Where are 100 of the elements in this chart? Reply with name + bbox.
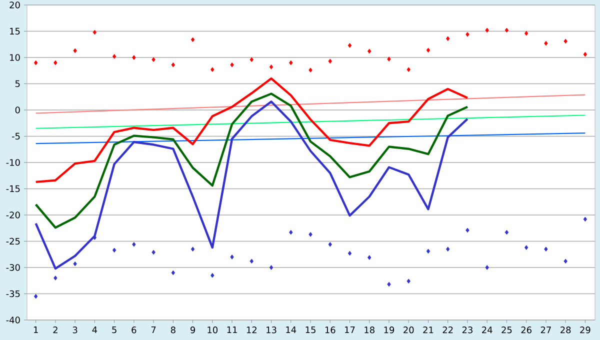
point [269,64,274,70]
point [92,30,97,35]
x-tick-label: 29 [580,326,590,334]
point [406,67,410,72]
x-tick-label: 18 [364,326,374,334]
point [308,232,312,237]
x-tick-label: 24 [482,326,492,334]
point [348,43,352,48]
point [426,48,430,53]
point [289,60,293,66]
y-tick-label: -25 [6,238,20,245]
point [426,248,430,254]
line-series [34,92,469,229]
point [387,282,391,287]
point [368,255,372,260]
y-tick-label: 10 [10,54,20,61]
point [152,57,156,62]
x-tick-label: 26 [521,326,532,334]
x-tick-label: 21 [423,326,434,334]
point [54,60,58,66]
point [504,28,509,33]
point [34,294,38,299]
point [524,30,528,36]
y-tick-label: -30 [6,264,20,271]
point [446,36,450,41]
point [171,270,176,276]
x-tick-label: 5 [112,326,116,334]
point [132,55,136,60]
point [171,62,176,68]
x-tick-label: 8 [170,326,176,334]
y-tick-label: -5 [12,132,20,140]
point [583,216,588,222]
y-tick-label: 20 [10,2,20,8]
point [190,246,195,252]
point [583,52,588,57]
point [190,37,195,42]
point [406,278,410,284]
x-tick-label: 12 [246,326,256,334]
x-tick-label: 16 [325,326,336,334]
y-tick-label: -35 [6,290,20,298]
point [504,230,509,235]
point [524,245,528,250]
point [210,67,214,72]
point [250,57,254,62]
point [73,48,77,54]
point [230,62,234,68]
point [308,68,312,72]
y-tick-label: -10 [6,159,20,166]
point [485,28,489,33]
point [387,56,391,62]
line-series [34,77,469,184]
point [564,38,568,44]
point [34,60,38,66]
point [328,242,332,247]
line-series [34,100,469,270]
x-tick-label: 3 [72,326,78,334]
point [112,54,116,59]
point [73,261,77,266]
y-tick-label: 15 [10,28,20,35]
point [210,272,214,278]
x-tick-label: 27 [540,326,551,334]
x-tick-label: 6 [132,326,136,334]
x-tick-label: 15 [306,326,316,334]
point [54,276,58,280]
y-tick-label: -20 [6,212,20,218]
x-tick-label: 25 [502,326,512,334]
point [485,265,489,270]
point [230,254,234,260]
x-tick-label: 7 [151,326,156,334]
point [466,32,470,37]
point [250,258,254,264]
x-tick-label: 14 [286,326,296,334]
x-tick-label: 17 [345,326,355,334]
point [269,265,274,270]
point [368,48,372,54]
point [328,58,332,64]
point [289,230,293,235]
point [446,246,450,252]
point [132,242,136,247]
x-tick-label: 2 [53,326,58,334]
point [564,258,568,264]
point [152,250,156,255]
x-tick-label: 20 [404,326,414,334]
x-tick-label: 4 [92,326,98,334]
point [348,250,352,256]
x-tick-label: 28 [560,326,571,334]
x-tick-label: 13 [266,326,276,334]
x-tick-label: 19 [384,326,394,334]
y-tick-label: -15 [6,185,20,192]
x-tick-label: 9 [190,326,196,334]
point [112,248,116,253]
x-tick-label: 1 [34,326,38,334]
point [544,246,548,252]
x-tick-label: 22 [442,326,453,334]
point [466,228,470,233]
x-tick-label: 23 [462,326,472,334]
x-tick-label: 10 [208,326,218,334]
y-tick-label: -40 [6,316,20,324]
y-tick-label: 5 [15,80,20,88]
x-tick-label: 11 [227,326,237,334]
